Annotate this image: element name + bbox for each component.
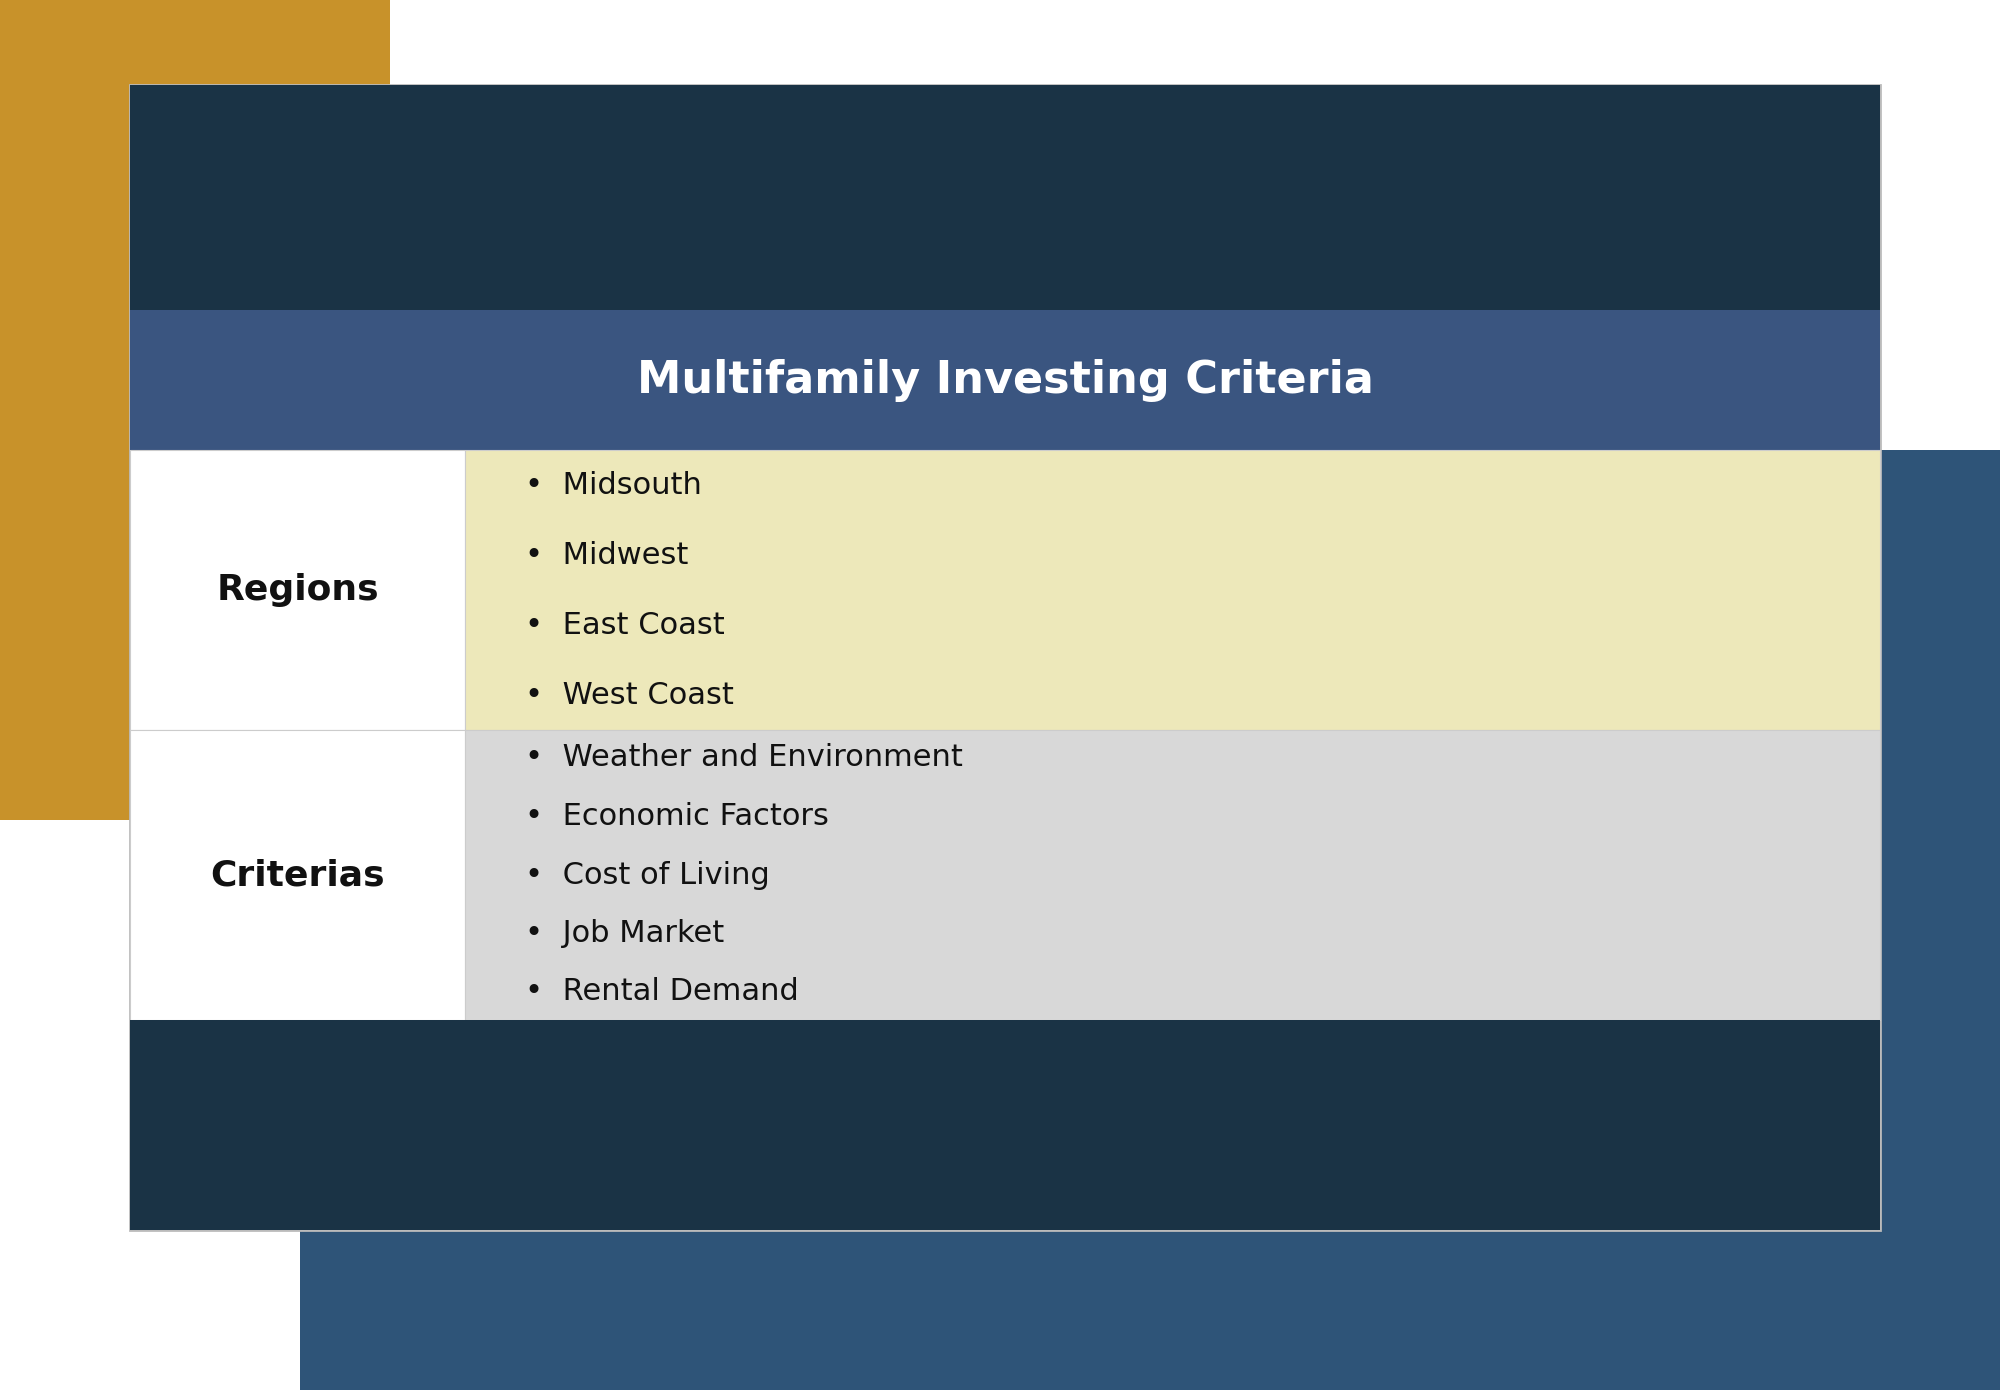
Bar xyxy=(464,450,1880,730)
Text: Multifamily Investing Criteria: Multifamily Investing Criteria xyxy=(636,359,1374,402)
Bar xyxy=(130,1020,1880,1230)
Bar xyxy=(130,85,1880,1230)
Bar xyxy=(130,730,464,1020)
Text: •  Weather and Environment: • Weather and Environment xyxy=(524,744,962,773)
Text: •  Rental Demand: • Rental Demand xyxy=(524,977,798,1006)
Text: •  Midsouth: • Midsouth xyxy=(524,470,702,499)
Bar xyxy=(0,0,390,820)
Bar xyxy=(464,730,1880,1020)
Text: Criterias: Criterias xyxy=(210,858,384,892)
Bar xyxy=(130,450,464,730)
Text: Regions: Regions xyxy=(216,573,378,607)
Text: •  Economic Factors: • Economic Factors xyxy=(524,802,828,831)
Text: •  Job Market: • Job Market xyxy=(524,919,724,948)
Bar xyxy=(130,310,1880,450)
Bar xyxy=(130,85,1880,310)
Text: •  West Coast: • West Coast xyxy=(524,681,734,709)
Text: •  Midwest: • Midwest xyxy=(524,541,688,570)
Text: •  East Coast: • East Coast xyxy=(524,610,724,639)
Text: •  Cost of Living: • Cost of Living xyxy=(524,860,770,890)
Bar xyxy=(300,1190,2000,1390)
Bar xyxy=(1820,450,2000,1390)
